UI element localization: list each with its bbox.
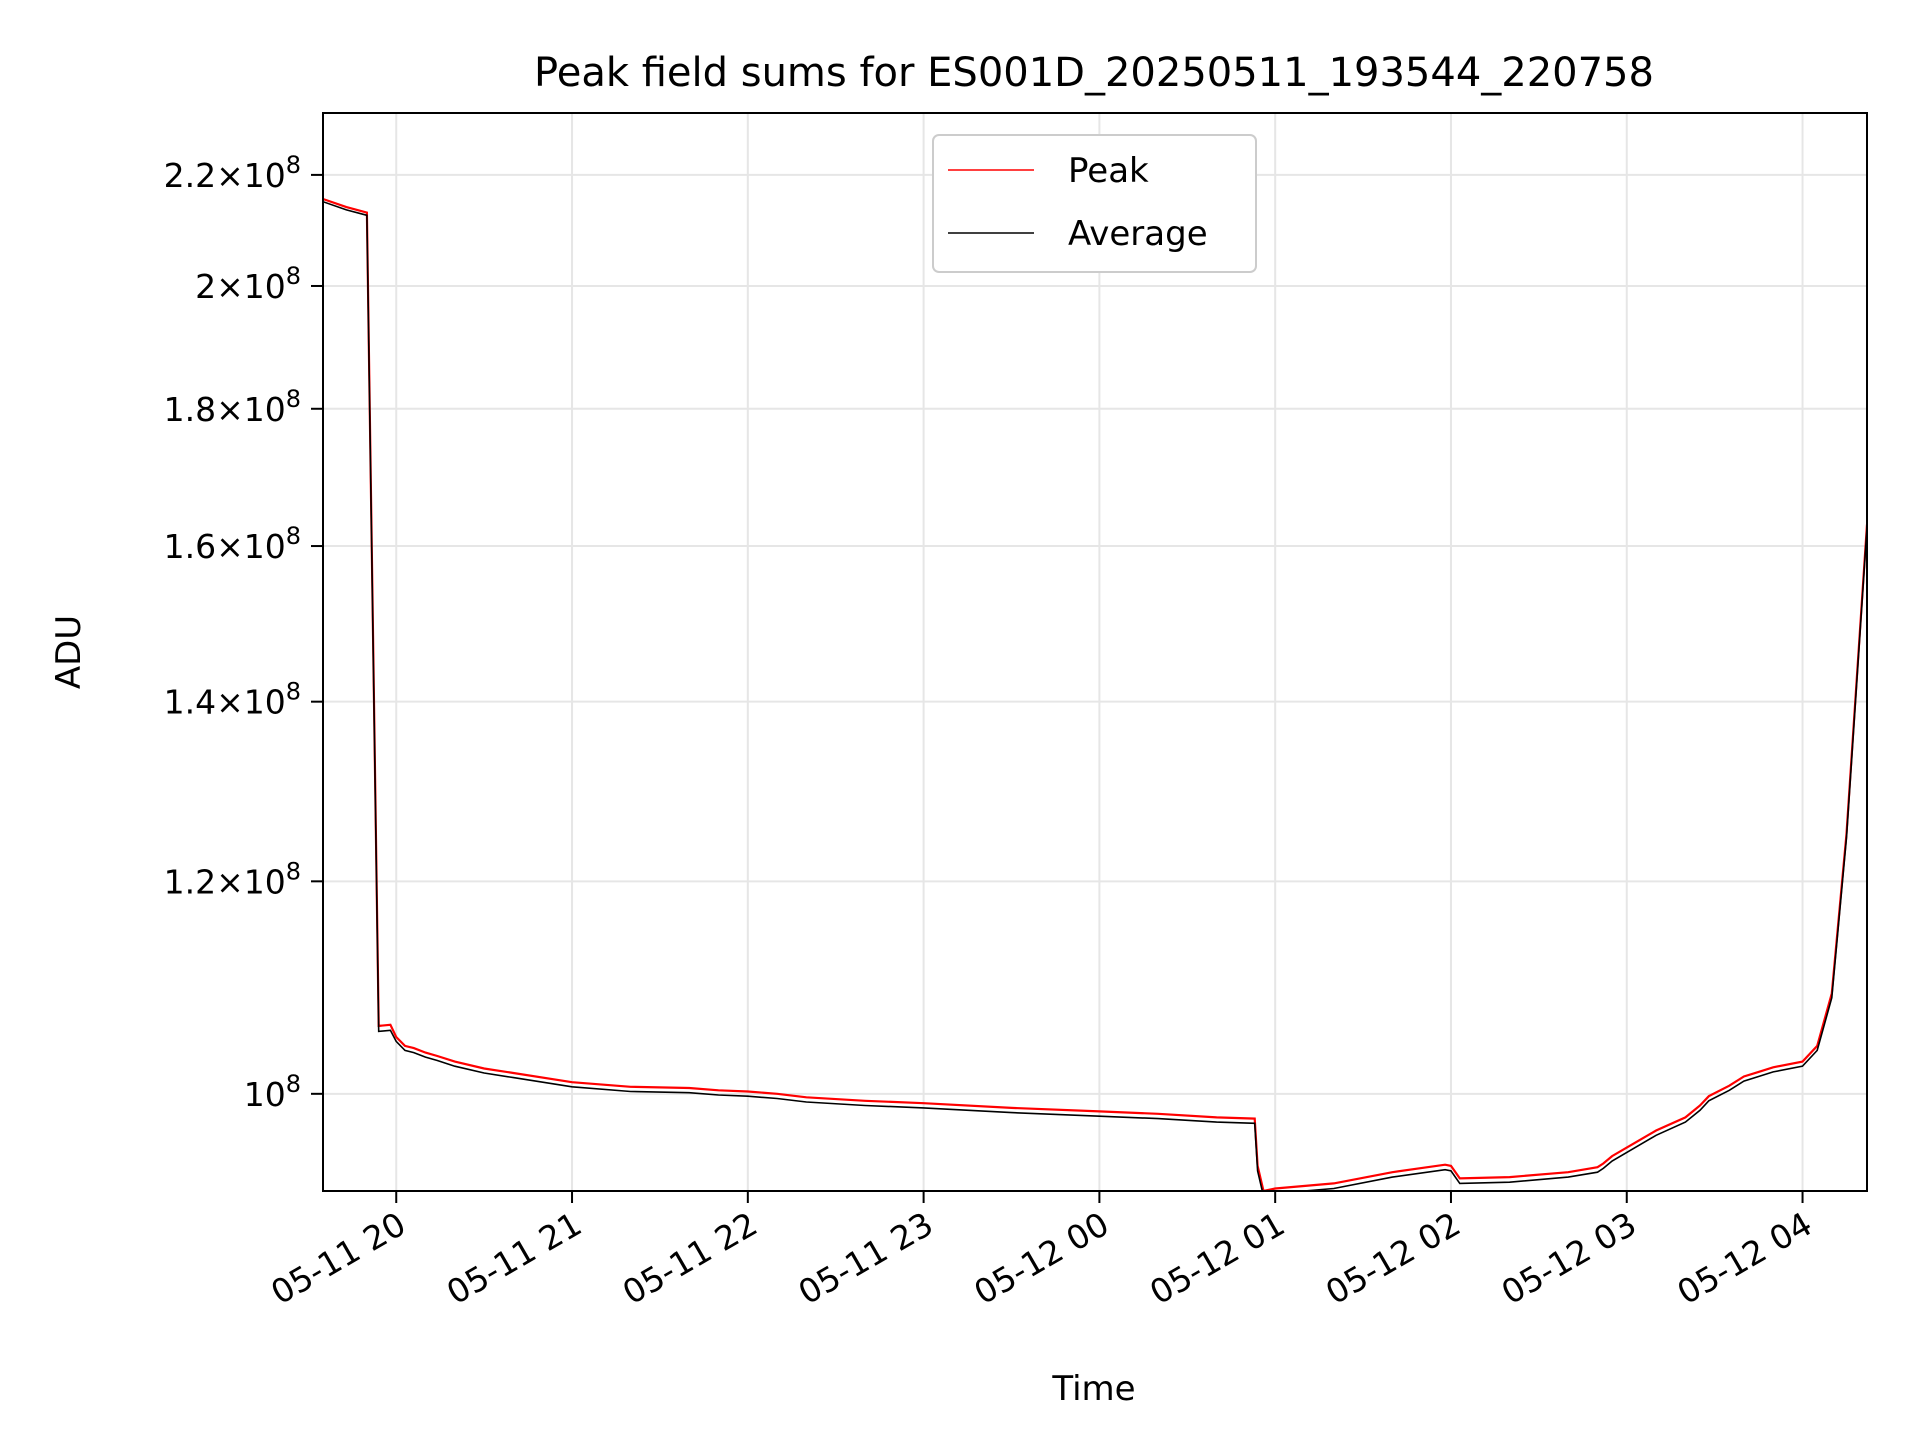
legend-label-peak: Peak bbox=[1068, 151, 1149, 191]
y-tick-label: 2.2×108 bbox=[164, 151, 301, 195]
y-tick-label: 1.4×108 bbox=[164, 678, 301, 722]
chart-title: Peak field sums for ES001D_20250511_1935… bbox=[534, 50, 1654, 96]
grid-lines bbox=[323, 113, 1867, 1191]
x-axis-label: Time bbox=[1051, 1369, 1135, 1409]
y-tick-label: 1.2×108 bbox=[164, 857, 301, 901]
plot-frame bbox=[322, 112, 1868, 1192]
y-tick-label: 1.8×108 bbox=[164, 385, 301, 429]
series-layer bbox=[323, 197, 1867, 1191]
legend-label-average: Average bbox=[1068, 214, 1208, 254]
y-axis-label: ADU bbox=[49, 615, 89, 689]
legend: Peak Average bbox=[932, 134, 1257, 273]
y-axis: 108 1.2×108 1.4×108 1.6×108 1.8×108 2×108 2.2×… bbox=[164, 151, 323, 1114]
y-tick-label: 108 bbox=[244, 1070, 301, 1114]
y-tick-label: 2×108 bbox=[195, 262, 301, 306]
series-line-average bbox=[323, 200, 1867, 1191]
series-line-peak bbox=[323, 197, 1867, 1191]
y-tick-label: 1.6×108 bbox=[164, 522, 301, 566]
